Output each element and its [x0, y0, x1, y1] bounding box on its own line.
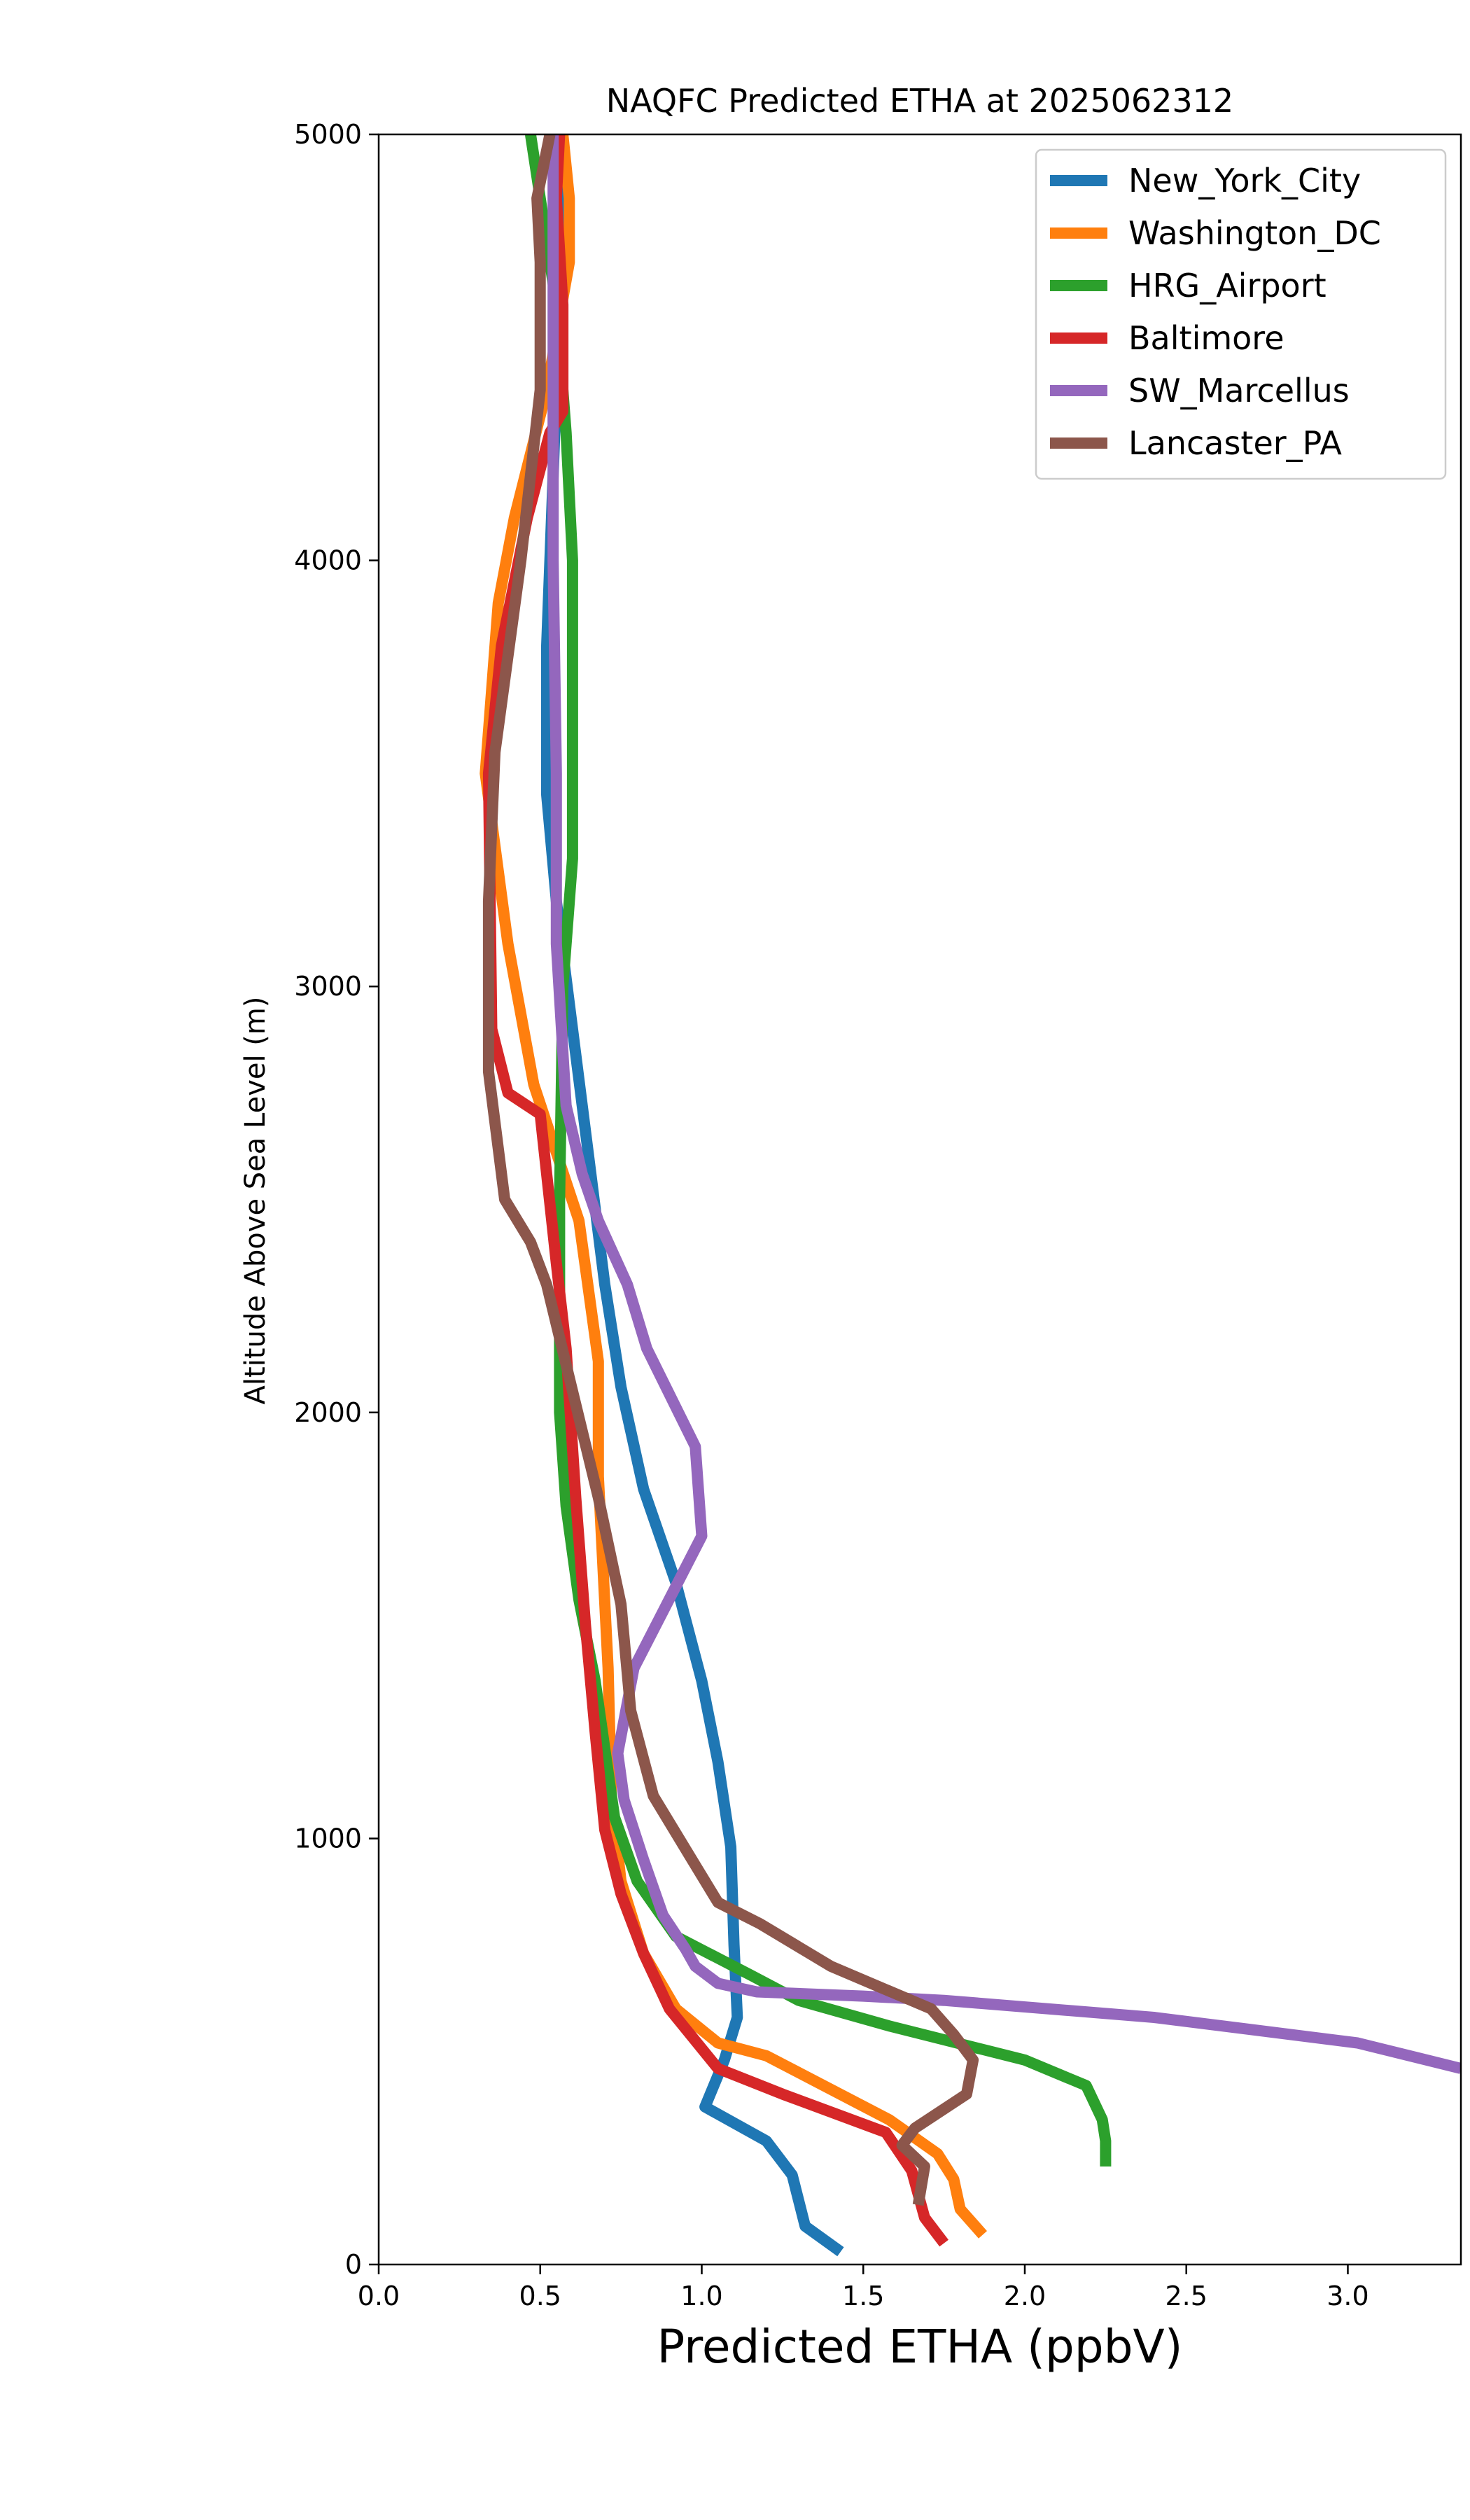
x-axis: 0.0 0.5 1.0 1.5 2.0 2.5 3.0	[358, 2264, 1369, 2311]
chart-title: NAQFC Predicted ETHA at 2025062312	[606, 82, 1233, 120]
legend-label-new-york-city: New_York_City	[1128, 162, 1361, 200]
y-tick-label: 3000	[294, 971, 362, 1002]
x-tick-label: 1.5	[842, 2281, 884, 2311]
plot-frame	[377, 133, 1462, 2266]
legend-frame	[1035, 148, 1447, 480]
y-tick-label: 0	[345, 2249, 362, 2280]
legend-label-hrg-airport: HRG_Airport	[1128, 267, 1326, 304]
legend-label-baltimore: Baltimore	[1128, 319, 1284, 357]
legend: New_York_City Washington_DC HRG_Airport Bal…	[1035, 148, 1447, 480]
x-axis-label: Predicted ETHA (ppbV)	[657, 2320, 1183, 2374]
series-layer	[479, 134, 1461, 2257]
x-tick-label: 2.0	[1004, 2281, 1046, 2311]
legend-label-sw-marcellus: SW_Marcellus	[1128, 372, 1350, 410]
series-line-lancaster-pa	[482, 134, 979, 2206]
y-tick-label: 5000	[294, 119, 362, 150]
legend-label-lancaster-pa: Lancaster_PA	[1128, 424, 1342, 462]
series-line-baltimore	[482, 134, 948, 2247]
y-tick-label: 2000	[294, 1397, 362, 1428]
x-tick-label: 0.5	[519, 2281, 561, 2311]
legend-label-washington-dc: Washington_DC	[1128, 214, 1381, 252]
x-tick-label: 2.5	[1166, 2281, 1208, 2311]
x-tick-label: 1.0	[680, 2281, 722, 2311]
series-line-washington-dc	[479, 134, 987, 2239]
x-tick-label: 0.0	[358, 2281, 400, 2311]
y-axis: 0 1000 2000 3000 4000 5000	[294, 119, 379, 2280]
y-tick-label: 1000	[294, 1823, 362, 1854]
y-tick-label: 4000	[294, 545, 362, 576]
x-tick-label: 3.0	[1326, 2281, 1368, 2311]
y-axis-label: Altitude Above Sea Level (m)	[239, 997, 272, 1405]
